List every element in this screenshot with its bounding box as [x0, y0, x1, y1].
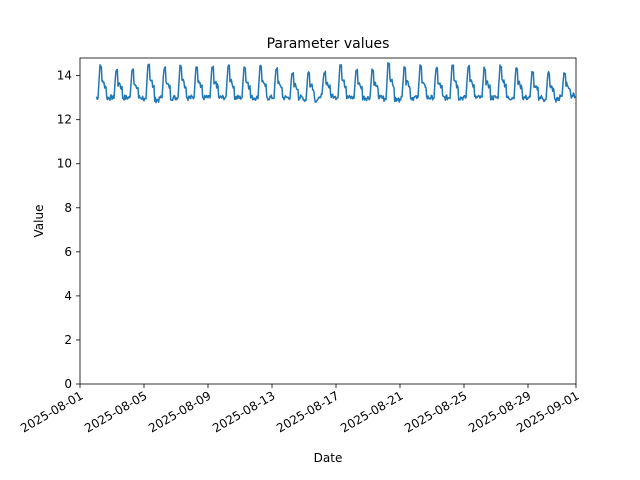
y-tick-label: 14: [57, 69, 72, 83]
y-tick-label: 4: [64, 289, 72, 303]
x-tick-label: 2025-08-01: [18, 388, 85, 435]
x-tick-label: 2025-08-05: [82, 388, 149, 435]
y-tick-label: 6: [64, 245, 72, 259]
y-axis-title: Value: [32, 205, 46, 238]
plot-area: [95, 61, 576, 104]
x-axis: 2025-08-012025-08-052025-08-092025-08-13…: [18, 384, 582, 435]
y-tick-label: 8: [64, 201, 72, 215]
x-tick-label: 2025-08-21: [338, 388, 405, 435]
y-tick-label: 2: [64, 333, 72, 347]
series-line: [95, 61, 576, 104]
y-tick-label: 0: [64, 377, 72, 391]
x-tick-label: 2025-08-25: [402, 388, 469, 435]
y-axis: 0 2 4 6 8 10 12 14: [57, 69, 80, 391]
x-tick-label: 2025-08-09: [146, 388, 213, 435]
y-tick-label: 10: [57, 157, 72, 171]
x-tick-label: 2025-08-17: [274, 388, 341, 435]
chart-title: Parameter values: [267, 36, 390, 52]
y-tick-label: 12: [57, 113, 72, 127]
plot-frame: [79, 57, 577, 385]
x-tick-label: 2025-08-13: [210, 388, 277, 435]
x-axis-title: Date: [314, 451, 343, 465]
